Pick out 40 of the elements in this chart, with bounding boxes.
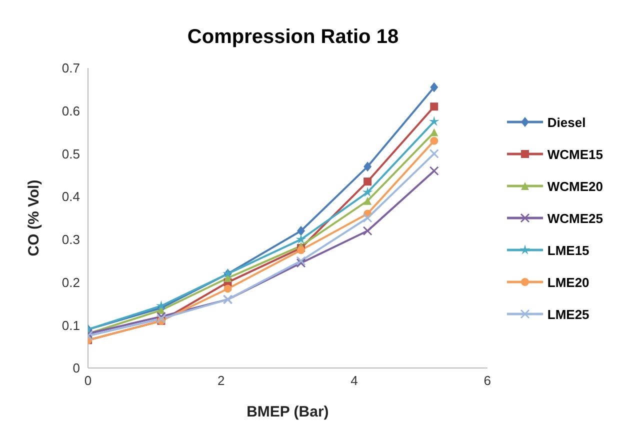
x-tick-label: 2: [218, 373, 225, 388]
y-tick-label: 0.3: [62, 232, 80, 248]
legend-label: LME15: [547, 242, 590, 258]
x-tick-label: 0: [84, 373, 92, 388]
y-axis-title: CO (% Vol): [25, 180, 42, 256]
point: [429, 148, 439, 158]
legend-label: LME20: [547, 274, 590, 290]
point: [364, 178, 372, 186]
x-axis-title: BMEP (Bar): [246, 404, 329, 421]
point: [156, 300, 166, 310]
legend-label: WCME20: [547, 178, 603, 194]
point: [429, 166, 439, 176]
point: [362, 186, 373, 197]
point: [428, 116, 440, 126]
point: [364, 196, 372, 205]
point: [430, 128, 438, 136]
point: [362, 226, 372, 236]
y-tick-label: 0.5: [62, 146, 80, 162]
point: [297, 226, 305, 236]
point: [430, 82, 438, 92]
point: [430, 102, 438, 111]
legend-label: WCME15: [547, 146, 603, 162]
point: [430, 136, 438, 145]
y-tick-label: 0.2: [62, 274, 80, 290]
legend-label: LME25: [547, 306, 590, 322]
point: [362, 213, 372, 223]
point: [364, 162, 372, 172]
y-tick-label: 0.4: [62, 189, 80, 204]
legend-label: Diesel: [547, 114, 586, 130]
y-tick-label: 0.7: [62, 60, 80, 76]
x-tick-label: 6: [484, 373, 491, 388]
y-tick-label: 0.6: [62, 103, 80, 118]
point: [296, 234, 306, 244]
y-tick-label: 0.1: [62, 318, 80, 333]
point: [224, 284, 232, 293]
x-tick-label: 4: [350, 373, 358, 388]
chart-title: Compression Ratio 18: [186, 26, 400, 49]
legend-label: WCME25: [547, 210, 603, 226]
point: [297, 246, 305, 254]
y-tick-label: 0: [72, 360, 80, 376]
